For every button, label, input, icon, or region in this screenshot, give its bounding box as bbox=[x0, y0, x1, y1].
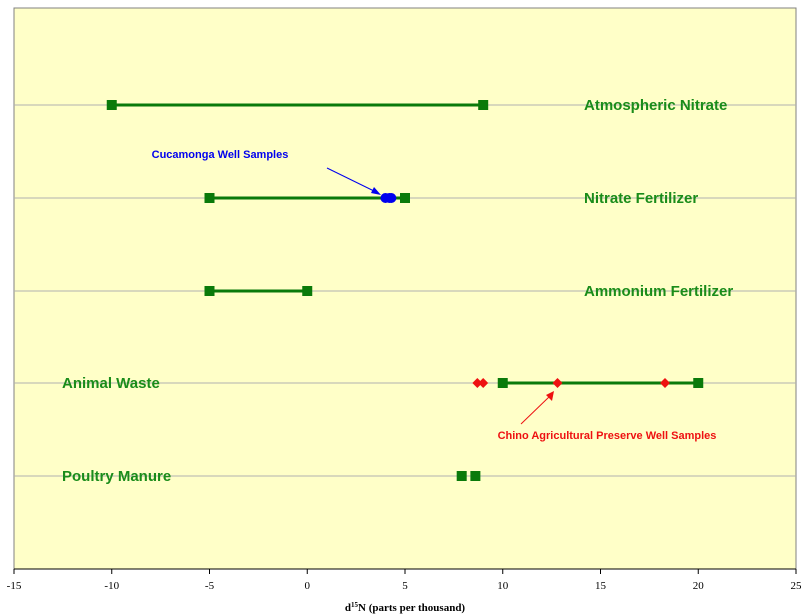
x-axis-title: d15N (parts per thousand) bbox=[345, 601, 466, 614]
range-marker bbox=[456, 471, 467, 481]
range-marker bbox=[470, 471, 481, 481]
chino-arrow-head bbox=[546, 391, 554, 401]
cucamonga-arrow-line bbox=[326, 167, 377, 193]
x-tick-label: 25 bbox=[791, 580, 803, 592]
chino-sample-point bbox=[660, 378, 671, 388]
animal-waste-label: Animal Waste bbox=[62, 375, 160, 392]
range-marker bbox=[204, 193, 215, 203]
range-marker bbox=[400, 193, 410, 203]
x-axis-ticks: -15 -10 -5 0 5 10 15 20 25 bbox=[7, 568, 803, 592]
chino-sample-point bbox=[478, 378, 489, 388]
ammonium-fertilizer-label: Ammonium Fertilizer bbox=[584, 283, 733, 300]
x-tick-label: -15 bbox=[7, 580, 22, 592]
range-marker bbox=[497, 378, 508, 388]
atmospheric-nitrate-label: Atmospheric Nitrate bbox=[584, 97, 727, 114]
range-marker bbox=[106, 100, 117, 110]
chino-sample-point bbox=[552, 378, 563, 388]
x-tick-label: 20 bbox=[693, 580, 705, 592]
x-tick-label: 0 bbox=[305, 580, 311, 592]
x-tick-label: -5 bbox=[205, 580, 215, 592]
cucamonga-arrow-head bbox=[371, 187, 381, 195]
x-tick-label: 10 bbox=[497, 580, 509, 592]
nitrate-fertilizer-label: Nitrate Fertilizer bbox=[584, 190, 698, 207]
chino-label: Chino Agricultural Preserve Well Samples bbox=[498, 430, 717, 442]
x-tick-label: 15 bbox=[595, 580, 607, 592]
x-tick-label: 5 bbox=[402, 580, 408, 592]
ranges: Atmospheric Nitrate Nitrate Fertilizer Amm… bbox=[62, 97, 733, 485]
poultry-manure-label: Poultry Manure bbox=[62, 468, 171, 485]
range-marker bbox=[302, 286, 313, 296]
cucamonga-sample-point bbox=[386, 193, 397, 203]
chino-arrow-line bbox=[520, 395, 551, 425]
range-marker bbox=[204, 286, 215, 296]
cucamonga-label: Cucamonga Well Samples bbox=[152, 149, 289, 161]
range-marker bbox=[693, 378, 704, 388]
annotations: Cucamonga Well Samples Chino Agricultura… bbox=[152, 149, 717, 442]
range-marker bbox=[478, 100, 489, 110]
chino-sample-point bbox=[472, 378, 483, 388]
x-tick-label: -10 bbox=[104, 580, 119, 592]
